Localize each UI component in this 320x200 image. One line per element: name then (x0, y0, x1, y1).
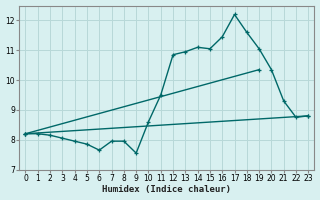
X-axis label: Humidex (Indice chaleur): Humidex (Indice chaleur) (102, 185, 231, 194)
